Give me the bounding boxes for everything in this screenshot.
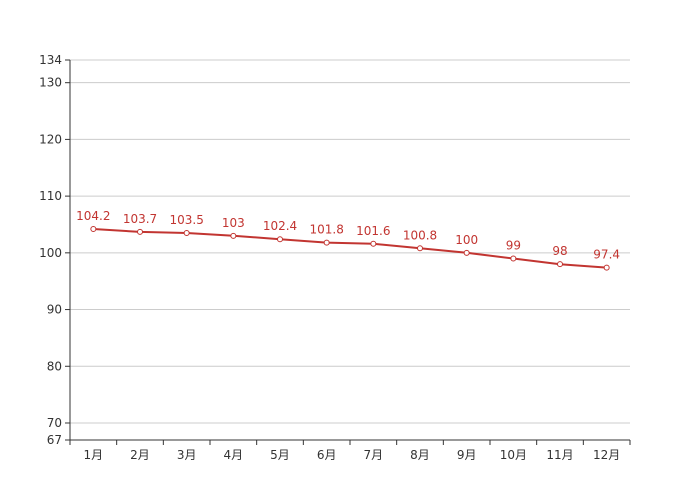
y-tick-label: 120 xyxy=(39,132,62,146)
y-tick-label: 100 xyxy=(39,246,62,260)
x-tick-label: 12月 xyxy=(593,448,620,462)
data-point xyxy=(90,226,97,233)
data-label: 103.7 xyxy=(123,212,157,226)
data-label: 102.4 xyxy=(263,219,297,233)
data-label: 97.4 xyxy=(593,248,620,262)
data-label: 99 xyxy=(506,239,521,253)
data-point xyxy=(323,239,330,246)
x-tick-label: 11月 xyxy=(546,448,573,462)
x-tick-label: 6月 xyxy=(317,448,337,462)
series-group xyxy=(90,226,610,271)
data-point xyxy=(463,249,470,256)
data-label: 101.8 xyxy=(309,223,343,237)
y-tick-label: 67 xyxy=(47,433,62,447)
data-label: 100 xyxy=(455,233,478,247)
data-point xyxy=(370,240,377,247)
x-tick-label: 3月 xyxy=(177,448,197,462)
x-tick-label: 4月 xyxy=(224,448,244,462)
y-tick-label: 80 xyxy=(47,359,62,373)
data-label: 100.8 xyxy=(403,228,437,242)
y-tick-label: 130 xyxy=(39,76,62,90)
data-point xyxy=(417,245,423,252)
y-tick-label: 70 xyxy=(47,416,62,430)
x-axis-ticks: 1月 2月 3月 4月 5月 6月 7月 8月 9月 10月 11月 12月 xyxy=(69,440,631,462)
series-line xyxy=(93,228,607,269)
data-label: 103 xyxy=(222,216,245,230)
x-tick-label: 7月 xyxy=(364,448,384,462)
data-label: 104.2 xyxy=(76,209,110,223)
y-axis-ticks: 67 70 80 90 100 110 120 130 134 xyxy=(39,53,70,447)
data-label: 98 xyxy=(552,244,567,258)
data-point xyxy=(510,255,517,262)
x-tick-label: 1月 xyxy=(84,448,104,462)
data-point xyxy=(183,229,190,236)
data-point xyxy=(137,228,143,235)
x-tick-label: 10月 xyxy=(500,448,527,462)
data-point xyxy=(230,232,237,239)
data-label: 101.6 xyxy=(356,224,390,238)
grid-lines xyxy=(70,59,630,424)
y-tick-label: 90 xyxy=(47,303,62,317)
x-tick-label: 5月 xyxy=(270,448,290,462)
x-tick-label: 8月 xyxy=(410,448,430,462)
x-tick-label: 2月 xyxy=(130,448,150,462)
y-tick-label: 110 xyxy=(39,189,62,203)
data-point xyxy=(557,261,563,268)
data-labels: 104.2 103.7 103.5 103 102.4 101.8 101.6 100.8 10… xyxy=(76,209,620,262)
axes xyxy=(69,60,630,441)
data-point xyxy=(277,236,283,243)
data-label: 103.5 xyxy=(169,213,203,227)
x-tick-label: 9月 xyxy=(457,448,477,462)
data-point xyxy=(603,264,610,271)
y-tick-label: 134 xyxy=(39,53,62,67)
